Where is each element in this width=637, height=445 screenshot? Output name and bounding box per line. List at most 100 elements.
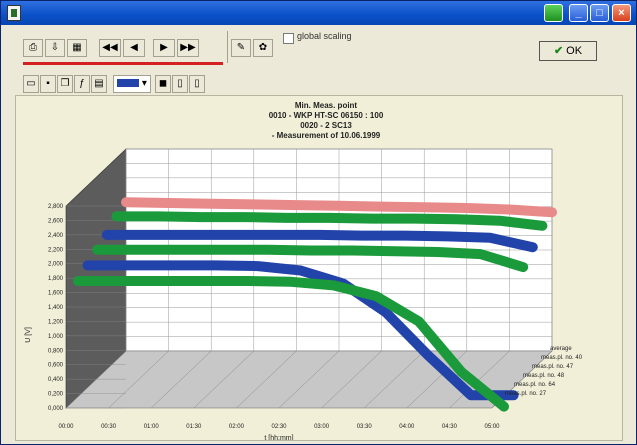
series-line (111, 211, 548, 231)
toolbar-divider (227, 31, 228, 63)
palette-button[interactable]: ◼ (155, 75, 171, 93)
y-tick-label: 1,600 (48, 291, 64, 297)
save-icon: ▪ (46, 78, 50, 89)
y-axis-label: U [V] (25, 327, 32, 343)
y-tick-label: 0,800 (48, 348, 64, 354)
view-button[interactable]: ▯ (172, 75, 188, 93)
floor-grid-line (449, 350, 510, 409)
maximize-button[interactable]: □ (590, 4, 609, 22)
x-tick-label: 05:00 (484, 424, 500, 430)
formula-icon: ƒ (79, 78, 85, 89)
formula-button[interactable]: ƒ (74, 75, 90, 93)
legend-entry: meas.pl. no. 48 (523, 373, 565, 379)
copy-icon: ❐ (60, 78, 70, 89)
x-tick-label: 02:30 (271, 424, 287, 430)
toolbar-chart: ▭ ▪ ❐ ƒ ▤ ▾ ◼ ▯ ▯ (1, 73, 636, 95)
y-tick-label: 2,200 (48, 247, 64, 253)
export-icon: ⇩ (50, 42, 60, 53)
grid-button[interactable]: ▤ (91, 75, 107, 93)
export-tool-button[interactable]: ⇩ (45, 39, 65, 57)
checkmark-icon: ✔ (553, 45, 564, 57)
settings-button[interactable]: ✿ (253, 39, 273, 57)
y-tick-label: 2,600 (48, 218, 64, 224)
x-tick-label: 01:00 (144, 424, 160, 430)
floor-grid-line (193, 350, 254, 409)
red-separator (23, 62, 223, 65)
tools-button[interactable]: ✎ (231, 39, 251, 57)
global-scaling-checkbox[interactable] (283, 33, 294, 44)
global-scaling-label: global scaling (297, 31, 352, 41)
wrench-icon: ✎ (236, 42, 246, 53)
save-button[interactable]: ▪ (40, 75, 56, 93)
floor-grid-line (278, 350, 340, 409)
chart-title-line: 0010 - WKP HT-SC 06150 : 100 (269, 111, 384, 120)
x-tick-label: 02:00 (229, 424, 245, 430)
series-line (121, 197, 557, 218)
series-line (101, 229, 538, 253)
x-tick-label: 03:00 (314, 424, 330, 430)
chart-title-line: Min. Meas. point (295, 101, 358, 110)
y-tick-label: 0,200 (48, 392, 64, 398)
x-tick-label: 01:30 (186, 424, 202, 430)
legend-entry: meas.pl. no. 64 (514, 382, 556, 388)
close-icon: × (618, 7, 625, 19)
open-button[interactable]: ▭ (23, 75, 39, 93)
legend-entry: meas.pl. no. 27 (505, 391, 547, 397)
first-icon: ◀◀ (102, 42, 118, 53)
series-line (82, 260, 519, 401)
layout-icon: ▯ (194, 78, 200, 89)
palette-icon: ◼ (158, 78, 168, 89)
table-icon: ▦ (72, 42, 82, 53)
floor-grid-line (364, 350, 425, 409)
x-tick-label: 04:30 (442, 424, 458, 430)
layout-button[interactable]: ▯ (189, 75, 205, 93)
minimize-icon: _ (575, 7, 582, 19)
table-tool-button[interactable]: ▦ (67, 39, 87, 57)
last-button[interactable]: ▶▶ (177, 39, 199, 57)
minimize-button[interactable]: _ (569, 4, 588, 22)
y-tick-label: 1,200 (48, 319, 64, 325)
print-tool-button[interactable]: ⎙ (23, 39, 43, 57)
color-swatch-icon (117, 79, 140, 88)
copy-button[interactable]: ❐ (57, 75, 73, 93)
printer-icon: ⎙ (29, 42, 37, 53)
y-tick-label: 2,000 (48, 262, 64, 268)
help-button[interactable] (544, 4, 563, 22)
first-button[interactable]: ◀◀ (99, 39, 121, 57)
series-line (92, 244, 529, 273)
previous-icon: ◀ (130, 42, 138, 53)
legend-entry: average (550, 346, 572, 352)
legend-entry: meas.pl. no. 40 (541, 355, 583, 361)
chart-title-line: - Measurement of 10.06.1999 (272, 131, 381, 140)
floor-grid-line (236, 350, 297, 409)
folder-icon: ▭ (26, 78, 36, 89)
close-button[interactable]: × (612, 4, 631, 22)
color-select[interactable]: ▾ (113, 75, 151, 93)
ok-label: OK (566, 45, 583, 57)
y-tick-label: 0,400 (48, 377, 64, 383)
y-tick-label: 0,000 (48, 406, 64, 412)
y-tick-label: 1,800 (48, 276, 64, 282)
next-icon: ▶ (160, 42, 168, 53)
floor-grid-line (151, 350, 212, 409)
y-tick-label: 2,800 (48, 204, 64, 210)
floor-grid-line (321, 350, 382, 409)
app-icon (7, 5, 21, 21)
next-button[interactable]: ▶ (153, 39, 175, 57)
x-tick-label: 04:00 (399, 424, 415, 430)
maximize-icon: □ (596, 7, 603, 19)
series-line (73, 276, 509, 412)
x-tick-label: 00:00 (58, 424, 74, 430)
last-icon: ▶▶ (180, 42, 196, 53)
x-axis-label: t [hh:mm] (264, 435, 293, 440)
x-tick-label: 00:30 (101, 424, 117, 430)
ok-button[interactable]: ✔ OK (539, 41, 597, 61)
previous-button[interactable]: ◀ (123, 39, 145, 57)
y-tick-label: 1,400 (48, 305, 64, 311)
y-tick-label: 2,400 (48, 233, 64, 239)
view-icon: ▯ (177, 78, 183, 89)
title-bar[interactable]: _ □ × (1, 1, 636, 25)
toolbar-main: ⎙ ⇩ ▦ ◀◀ ◀ ▶ ▶▶ ✎ ✿ (1, 27, 636, 69)
